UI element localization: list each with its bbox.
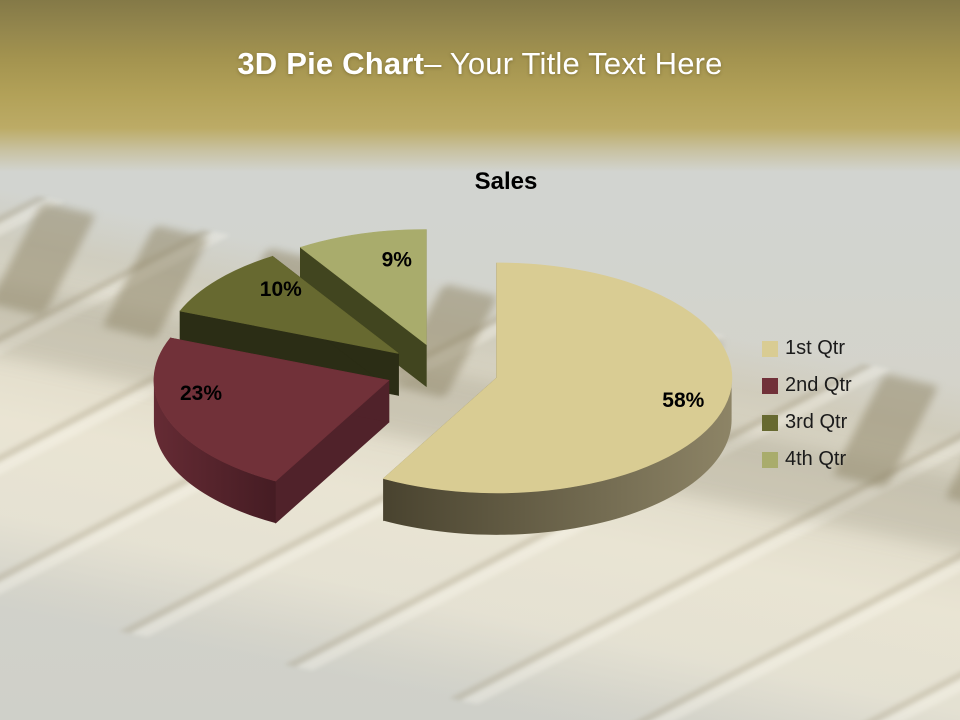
slice-top-face bbox=[382, 262, 733, 494]
slice-percent-label: 58% bbox=[662, 389, 704, 412]
slide-title-bold: 3D Pie Chart bbox=[237, 46, 425, 81]
legend-swatch bbox=[762, 377, 778, 394]
slice-percent-label: 9% bbox=[382, 249, 413, 272]
slice-rim-face bbox=[383, 377, 732, 535]
pie-slice-2nd-qtr bbox=[153, 337, 390, 524]
legend-label: 1st Qtr bbox=[785, 337, 846, 359]
slice-top-face bbox=[179, 255, 399, 354]
legend-item-2nd-qtr: 2nd Qtr bbox=[762, 367, 852, 404]
slice-rim-face bbox=[153, 380, 276, 524]
legend-item-4th-qtr: 4th Qtr bbox=[762, 441, 852, 478]
legend-label: 4th Qtr bbox=[785, 448, 847, 470]
legend-item-3rd-qtr: 3rd Qtr bbox=[762, 404, 852, 441]
slice-top-face bbox=[153, 337, 390, 482]
legend-label: 3rd Qtr bbox=[785, 411, 848, 433]
pie-slice-1st-qtr bbox=[382, 262, 733, 535]
slide-title: 3D Pie Chart– Your Title Text Here bbox=[0, 46, 960, 82]
legend-item-1st-qtr: 1st Qtr bbox=[762, 330, 852, 367]
legend-label: 2nd Qtr bbox=[785, 374, 852, 396]
slice-percent-label: 23% bbox=[180, 382, 222, 405]
header-gold-band bbox=[0, 0, 960, 175]
legend-swatch bbox=[762, 340, 778, 357]
legend-swatch bbox=[762, 451, 778, 468]
chart-legend: 1st Qtr 2nd Qtr 3rd Qtr 4th Qtr bbox=[762, 330, 852, 478]
slice-percent-label: 10% bbox=[260, 278, 302, 301]
legend-swatch bbox=[762, 414, 778, 431]
slide-title-rest: – Your Title Text Here bbox=[424, 46, 723, 81]
slice-top-face bbox=[299, 229, 427, 346]
chart-title: Sales bbox=[474, 168, 538, 195]
